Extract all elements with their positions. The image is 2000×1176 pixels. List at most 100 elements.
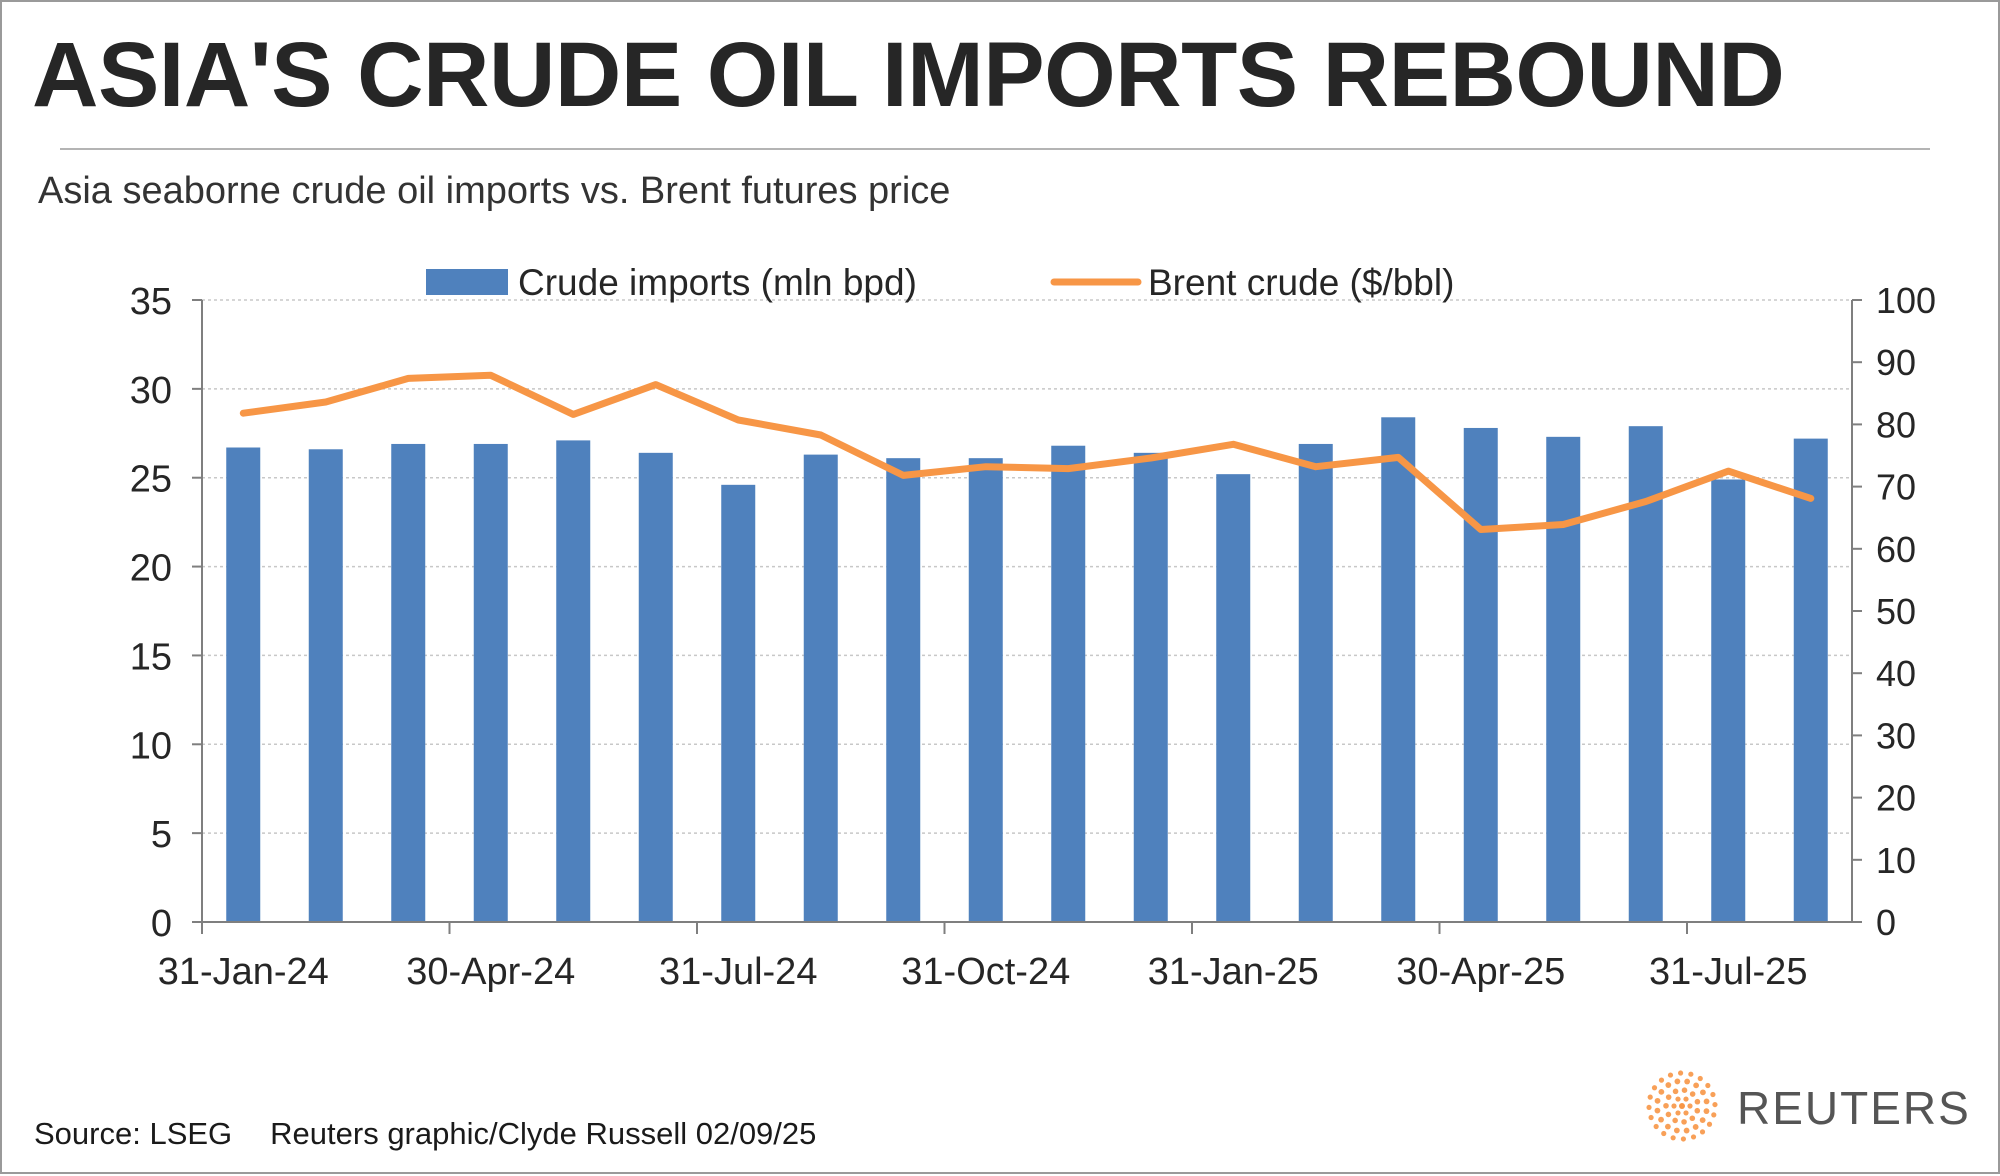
x-tick-label: 30-Apr-25 — [1396, 951, 1565, 993]
right-tick-label: 70 — [1876, 467, 1916, 508]
bar-29-Feb-24 — [309, 449, 343, 922]
right-tick-label: 30 — [1876, 715, 1916, 756]
logo-dot — [1655, 1108, 1661, 1114]
logo-dot — [1665, 1124, 1671, 1130]
logo-dot — [1712, 1102, 1717, 1107]
logo-dot — [1698, 1076, 1703, 1081]
left-tick-label: 25 — [130, 459, 172, 501]
right-tick-label: 60 — [1876, 529, 1916, 570]
logo-dot — [1684, 1128, 1690, 1134]
right-tick-label: 20 — [1876, 778, 1916, 819]
reuters-dots-icon — [1642, 1070, 1726, 1142]
logo-dot — [1683, 1110, 1688, 1115]
bar-31-Oct-24 — [969, 458, 1003, 922]
bar-30-Sep-24 — [886, 458, 920, 922]
logo-dot — [1672, 1118, 1678, 1124]
logo-dot — [1704, 1098, 1710, 1104]
bar-30-Apr-24 — [474, 444, 508, 922]
logo-dot — [1693, 1082, 1699, 1088]
logo-dot — [1681, 1136, 1686, 1141]
left-tick-label: 10 — [130, 725, 172, 767]
logo-dot — [1671, 1135, 1676, 1140]
legend-label-brent: Brent crude ($/bbl) — [1148, 262, 1454, 303]
logo-dot — [1704, 1108, 1710, 1114]
bar-30-Apr-25 — [1464, 428, 1498, 922]
logo-dot — [1663, 1103, 1669, 1109]
logo-dot — [1695, 1099, 1701, 1105]
right-tick-label: 50 — [1876, 591, 1916, 632]
legend-swatch-imports — [426, 269, 508, 295]
logo-dot — [1646, 1105, 1651, 1110]
logo-dot — [1674, 1128, 1680, 1134]
bar-30-Nov-24 — [1051, 446, 1085, 922]
logo-dot — [1648, 1095, 1653, 1100]
bar-31-Aug-24 — [804, 455, 838, 922]
logo-dot — [1674, 1079, 1680, 1085]
logo-dot — [1710, 1092, 1715, 1097]
left-tick-label: 30 — [130, 370, 172, 412]
logo-dot — [1648, 1115, 1653, 1120]
bar-31-Jul-24 — [721, 485, 755, 922]
logo-dot — [1683, 1096, 1688, 1101]
x-tick-label: 31-Jan-24 — [158, 951, 329, 993]
logo-dot — [1678, 1070, 1683, 1075]
bar-30-Jun-24 — [639, 453, 673, 922]
right-tick-label: 40 — [1876, 653, 1916, 694]
logo-dot — [1658, 1117, 1664, 1123]
logo-dot — [1654, 1124, 1659, 1129]
right-tick-label: 80 — [1876, 404, 1916, 445]
bar-31-Aug-25 — [1794, 439, 1828, 922]
left-tick-label: 0 — [151, 903, 172, 945]
logo-dot — [1700, 1117, 1706, 1123]
bar-31-May-24 — [556, 440, 590, 922]
logo-dot — [1652, 1085, 1657, 1090]
legend-label-imports: Crude imports (mln bpd) — [518, 262, 917, 303]
logo-dot — [1700, 1089, 1706, 1095]
x-tick-label: 31-Jul-24 — [659, 951, 817, 993]
logo-dot — [1687, 1103, 1692, 1108]
logo-dot — [1671, 1103, 1676, 1108]
left-tick-label: 5 — [151, 814, 172, 856]
bar-31-Mar-25 — [1381, 417, 1415, 922]
logo-dot — [1707, 1122, 1712, 1127]
logo-dot — [1666, 1094, 1672, 1100]
x-tick-label: 31-Jan-25 — [1148, 951, 1319, 993]
logo-dot — [1700, 1129, 1705, 1134]
credit-text: Reuters graphic/Clyde Russell 02/09/25 — [270, 1116, 816, 1151]
logo-dot — [1681, 1119, 1687, 1125]
logo-dot — [1684, 1079, 1690, 1085]
right-tick-label: 0 — [1876, 902, 1896, 943]
logo-dot — [1679, 1103, 1685, 1109]
logo-dot — [1675, 1096, 1680, 1101]
x-tick-label: 31-Oct-24 — [901, 951, 1070, 993]
reuters-logo: REUTERS — [1642, 1070, 1972, 1140]
bar-31-Mar-24 — [391, 444, 425, 922]
left-tick-label: 20 — [130, 548, 172, 590]
right-tick-label: 90 — [1876, 342, 1916, 383]
logo-dot — [1690, 1091, 1696, 1097]
logo-dot — [1655, 1098, 1661, 1104]
right-tick-label: 100 — [1876, 280, 1936, 321]
bar-31-Jan-24 — [226, 448, 260, 922]
left-tick-label: 15 — [130, 636, 172, 678]
bar-31-Dec-24 — [1134, 453, 1168, 922]
logo-dot — [1711, 1112, 1716, 1117]
bar-28-Feb-25 — [1299, 444, 1333, 922]
bar-series — [226, 417, 1828, 922]
right-tick-label: 10 — [1876, 840, 1916, 881]
logo-dot — [1665, 1082, 1671, 1088]
bar-31-May-25 — [1546, 437, 1580, 922]
x-tick-label: 31-Jul-25 — [1649, 951, 1807, 993]
logo-dot — [1661, 1131, 1666, 1136]
logo-dot — [1691, 1134, 1696, 1139]
logo-dot — [1668, 1072, 1673, 1077]
bar-31-Jan-25 — [1216, 474, 1250, 922]
logo-dot — [1675, 1110, 1680, 1115]
logo-dot — [1673, 1089, 1679, 1095]
logo-dot — [1682, 1087, 1688, 1093]
logo-dot — [1693, 1124, 1699, 1130]
x-tick-label: 30-Apr-24 — [406, 951, 575, 993]
